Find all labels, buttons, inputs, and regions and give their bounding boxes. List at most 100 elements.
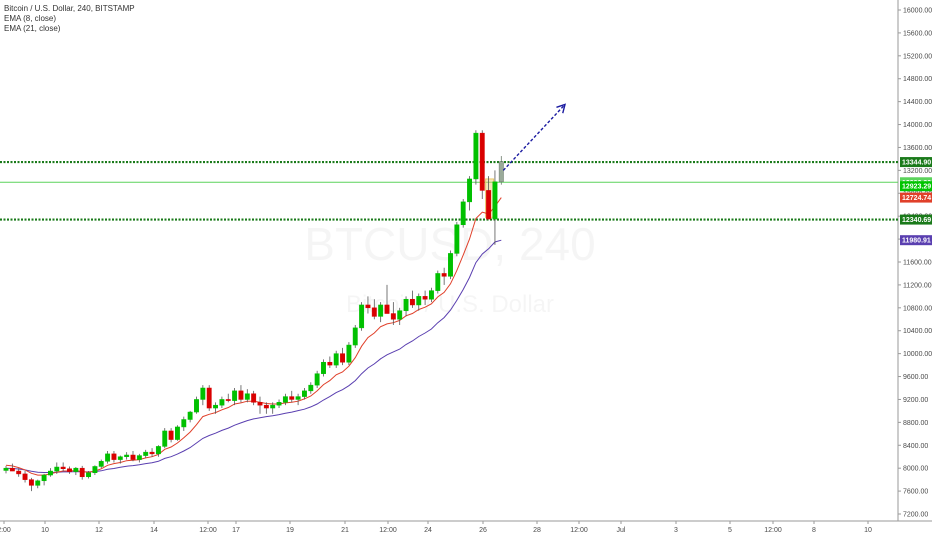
price-tick-label: 11600.00 xyxy=(903,260,932,267)
time-tick-label: 8 xyxy=(812,527,816,534)
candle-body xyxy=(98,461,104,467)
price-tag-last xyxy=(900,181,932,192)
candle-body xyxy=(397,310,403,320)
time-tick-label: 12:00 xyxy=(570,527,588,534)
candle-body xyxy=(460,201,466,226)
price-tick-label: 11200.00 xyxy=(903,282,932,289)
candle-body xyxy=(467,178,473,203)
candle-body xyxy=(130,454,136,460)
time-tick-label: 28 xyxy=(533,527,541,534)
price-tick-label: 14800.00 xyxy=(903,76,932,83)
price-tag-label: 12724.74 xyxy=(902,195,931,202)
price-tick-label: 14400.00 xyxy=(903,99,932,106)
candle-body xyxy=(3,467,9,471)
time-tick-label: 10 xyxy=(864,527,872,534)
candle-body xyxy=(136,455,142,460)
candle-body xyxy=(206,387,212,409)
time-tick-label: 19 xyxy=(286,527,294,534)
candle-body xyxy=(409,298,415,306)
price-tick-label: 15600.00 xyxy=(903,30,932,37)
candle-body xyxy=(352,327,358,346)
candle-body xyxy=(416,296,422,306)
price-tick-label: 7200.00 xyxy=(903,512,928,519)
candle-body xyxy=(333,353,339,366)
candle-body xyxy=(282,396,288,403)
candle-body xyxy=(35,480,41,486)
candle-body xyxy=(117,456,123,460)
candle-body xyxy=(143,451,149,456)
candle-body xyxy=(378,304,384,317)
price-tick-label: 10800.00 xyxy=(903,305,932,312)
time-tick-label: 2:00 xyxy=(0,527,11,534)
price-tick-label: 10000.00 xyxy=(903,351,932,358)
candle-body xyxy=(314,373,320,386)
candle-body xyxy=(435,273,441,291)
candle-body xyxy=(219,399,225,406)
price-tag-ema_fast xyxy=(900,192,932,203)
candle-body xyxy=(181,419,187,428)
candle-body xyxy=(454,224,460,254)
chart-legend: Bitcoin / U.S. Dollar, 240, BITSTAMP EMA… xyxy=(4,4,135,34)
candle-body xyxy=(175,426,180,440)
time-tick-label: Jul xyxy=(617,527,626,534)
price-tag-label: 11980.91 xyxy=(902,238,931,245)
price-tag-label: 12340.69 xyxy=(902,217,931,224)
time-tick-label: 17 xyxy=(232,527,240,534)
candle-body xyxy=(473,132,479,180)
candle-body xyxy=(479,132,485,191)
candle-body xyxy=(371,307,377,317)
candle-body xyxy=(327,361,333,366)
time-tick-label: 12:00 xyxy=(379,527,397,534)
price-tick-label: 9200.00 xyxy=(903,397,928,404)
candle-body xyxy=(270,404,276,409)
candle-body xyxy=(308,384,314,392)
candle-body xyxy=(429,290,434,300)
candle-body xyxy=(22,473,28,480)
time-tick-label: 10 xyxy=(41,527,49,534)
candle-body xyxy=(48,470,53,476)
price-tick-label: 13200.00 xyxy=(903,168,932,175)
candle-body xyxy=(187,411,193,420)
projection-arrow-line xyxy=(502,104,566,171)
time-tick-label: 5 xyxy=(728,527,732,534)
candle-body xyxy=(225,399,231,401)
candle-body xyxy=(441,273,447,277)
candle-body xyxy=(67,468,72,472)
candle-body xyxy=(276,402,282,406)
time-tick-label: 14 xyxy=(150,527,158,534)
legend-ema-slow: EMA (21, close) xyxy=(4,24,61,33)
ema-slow-line xyxy=(5,239,502,473)
candle-body xyxy=(321,361,326,374)
candle-body xyxy=(289,396,295,400)
price-tag-ema_slow xyxy=(900,235,932,246)
projection-arrowhead xyxy=(556,103,566,114)
candle-body xyxy=(111,453,117,460)
price-tick-label: 9600.00 xyxy=(903,374,928,381)
price-tick-label: 8800.00 xyxy=(903,420,928,427)
candle-body xyxy=(448,253,453,277)
time-tick-label: 26 xyxy=(479,527,487,534)
candle-body xyxy=(124,454,130,457)
time-tick-label: 12 xyxy=(95,527,103,534)
candle-body xyxy=(54,466,60,472)
candle-body xyxy=(9,467,15,472)
price-tag-level xyxy=(900,157,932,168)
candle-body xyxy=(168,430,174,440)
price-tag-label: 13344.90 xyxy=(902,160,931,167)
candle-body xyxy=(149,451,155,455)
price-tick-label: 13600.00 xyxy=(903,145,932,152)
candle-body xyxy=(155,446,161,455)
candle-body xyxy=(86,472,91,478)
candle-body xyxy=(60,466,66,470)
candle-body xyxy=(390,313,396,320)
time-tick-label: 12:00 xyxy=(199,527,217,534)
candle-body xyxy=(238,390,244,400)
candle-body xyxy=(492,181,498,220)
candle-body xyxy=(232,390,238,401)
price-tick-label: 7600.00 xyxy=(903,489,928,496)
candle-body xyxy=(73,467,79,472)
candle-body xyxy=(16,470,22,475)
candle-body xyxy=(365,304,371,309)
